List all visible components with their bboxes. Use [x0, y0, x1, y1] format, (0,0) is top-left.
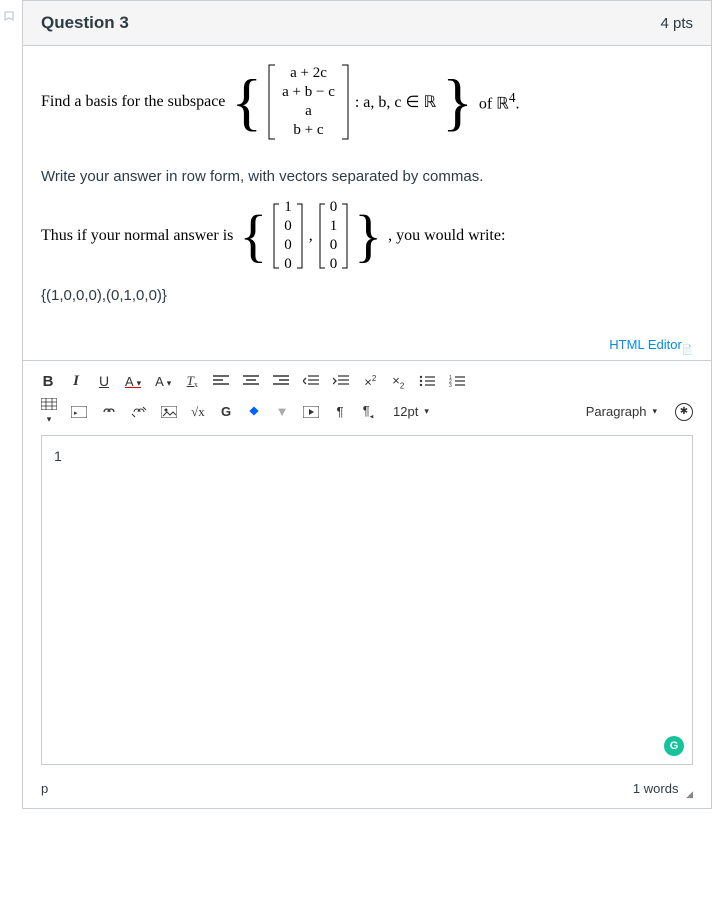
answer-editor[interactable]: 1 G — [41, 435, 693, 765]
subscript-button[interactable]: ×2 — [391, 373, 405, 391]
editor-toolbar: B I U A ▾ A ▾ Tx ×2 ×2 123 ▾ ▸ — [23, 360, 711, 430]
ltr-button[interactable]: ¶ — [333, 404, 347, 419]
comma: , — [309, 227, 313, 245]
media-button[interactable] — [303, 406, 319, 418]
align-center-button[interactable] — [243, 375, 259, 387]
editor-text: 1 — [54, 448, 62, 464]
example-tail: , you would write: — [388, 227, 505, 245]
rtl-button[interactable]: ¶◂ — [361, 403, 375, 421]
indent-button[interactable] — [333, 375, 349, 387]
editor-toggle-icon: 📄 — [682, 345, 693, 355]
right-brace-2: } — [354, 207, 382, 265]
align-left-button[interactable] — [213, 375, 229, 387]
question-panel: Question 3 4 pts Find a basis for the su… — [22, 0, 712, 809]
image-button[interactable] — [161, 406, 177, 418]
example-vector-2: 0 1 0 0 — [319, 199, 349, 273]
accessibility-button[interactable]: ✱ — [675, 403, 693, 421]
left-brace: { — [231, 70, 262, 134]
editor-footer: p 1 words ◢ — [23, 775, 711, 808]
clear-format-button[interactable]: Tx — [185, 373, 199, 389]
resize-handle[interactable]: ◢ — [686, 789, 693, 799]
insert-button[interactable]: G — [219, 404, 233, 419]
condition-text: : a, b, c ∈ ℝ — [355, 92, 436, 112]
table-button[interactable]: ▾ — [41, 398, 57, 425]
problem-statement: Find a basis for the subspace { a + 2c a… — [41, 64, 693, 140]
number-list-button[interactable]: 123 — [449, 375, 465, 387]
example-vector-1: 1 0 0 0 — [273, 199, 303, 273]
example-lead: Thus if your normal answer is — [41, 227, 233, 245]
subspace-vector: a + 2c a + b − c a b + c — [268, 64, 349, 140]
unlink-button[interactable] — [131, 406, 147, 418]
bg-color-button[interactable]: A ▾ — [155, 374, 171, 389]
outdent-button[interactable] — [303, 375, 319, 387]
right-brace: } — [442, 70, 473, 134]
text-color-button[interactable]: A ▾ — [125, 374, 141, 389]
question-points: 4 pts — [660, 15, 693, 32]
instruction-text: Write your answer in row form, with vect… — [41, 168, 693, 185]
italic-button[interactable]: I — [69, 373, 83, 390]
tail-text: of ℝ4. — [479, 90, 520, 113]
word-count: 1 words — [633, 781, 679, 796]
question-title: Question 3 — [41, 13, 129, 33]
equation-button[interactable]: √x — [191, 404, 205, 420]
dropbox-button[interactable]: ⯁ — [247, 404, 261, 420]
example-answer: {(1,0,0,0),(0,1,0,0)} — [41, 287, 693, 304]
superscript-button[interactable]: ×2 — [363, 374, 377, 389]
align-right-button[interactable] — [273, 375, 289, 387]
font-size-select[interactable]: 12pt▾ — [389, 404, 433, 419]
down-button[interactable]: ▼ — [275, 404, 289, 419]
embed-button[interactable]: ▸ — [71, 406, 87, 418]
flag-indicator — [0, 0, 18, 28]
html-editor-toggle[interactable]: HTML Editor📄 — [23, 336, 711, 360]
link-button[interactable] — [101, 406, 117, 418]
paragraph-select[interactable]: Paragraph▾ — [582, 404, 661, 419]
grammarly-icon[interactable]: G — [664, 736, 684, 756]
question-body: Find a basis for the subspace { a + 2c a… — [23, 46, 711, 336]
underline-button[interactable]: U — [97, 373, 111, 389]
left-brace-2: { — [239, 207, 267, 265]
bold-button[interactable]: B — [41, 373, 55, 390]
example-statement: Thus if your normal answer is { 1 0 0 0 … — [41, 199, 693, 273]
element-path[interactable]: p — [41, 781, 48, 796]
svg-text:▸: ▸ — [74, 410, 78, 417]
bullet-list-button[interactable] — [419, 375, 435, 387]
question-header: Question 3 4 pts — [23, 1, 711, 46]
svg-text:3: 3 — [449, 383, 452, 387]
prompt-lead: Find a basis for the subspace — [41, 93, 225, 111]
